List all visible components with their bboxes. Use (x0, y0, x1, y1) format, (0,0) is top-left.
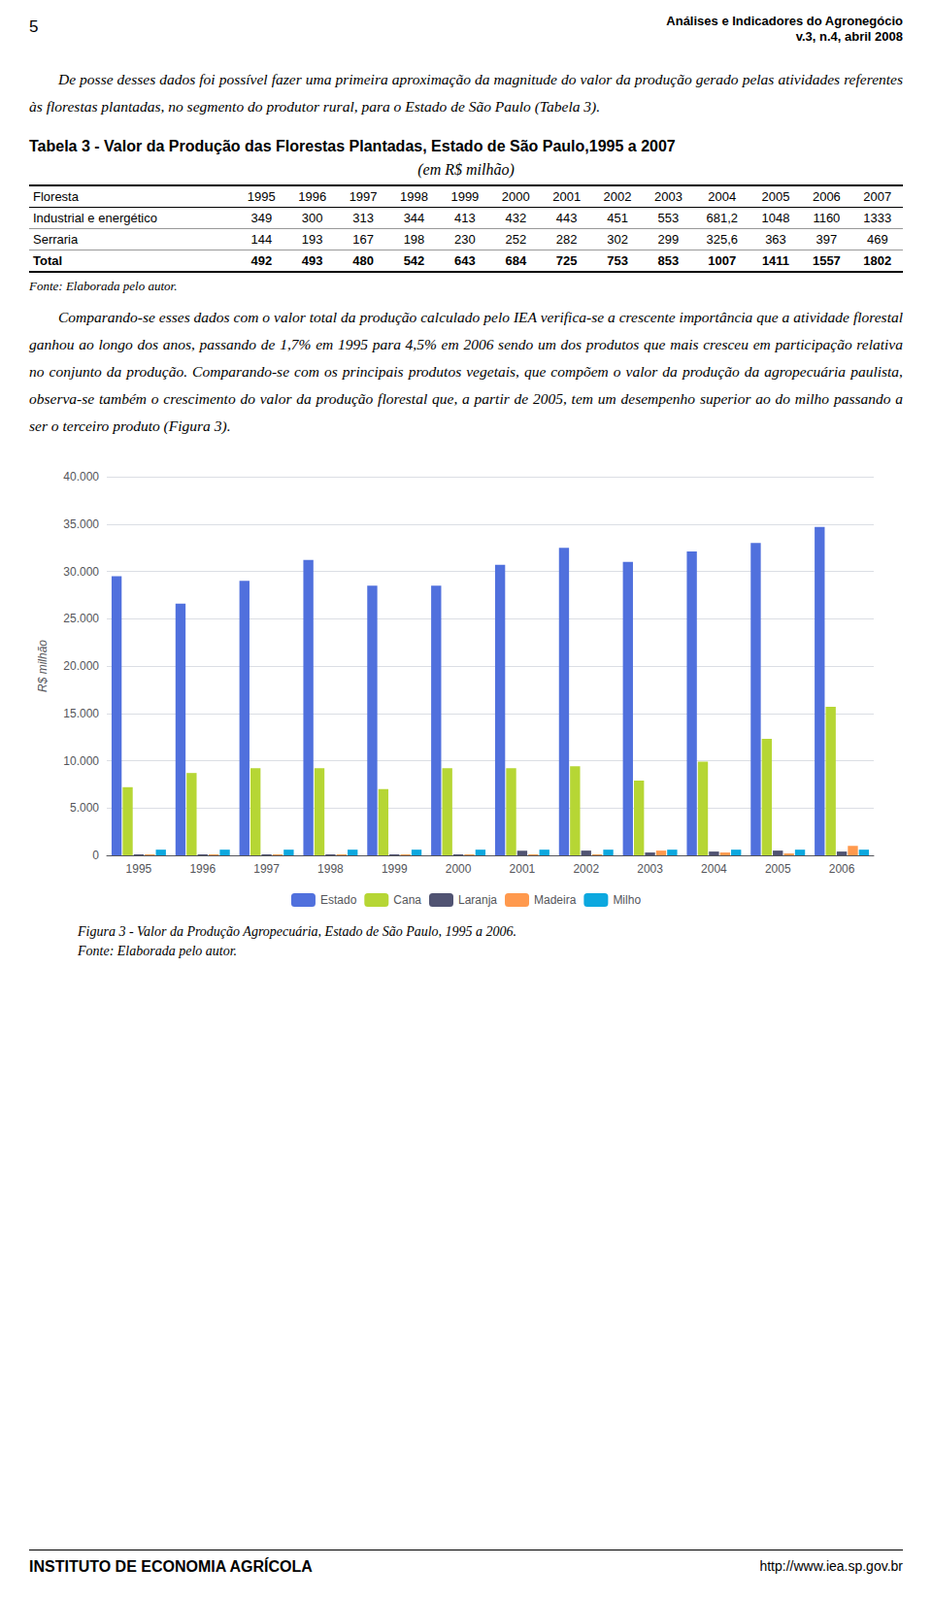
svg-text:5.000: 5.000 (69, 800, 100, 815)
html-text:198: 198 (403, 232, 425, 247)
html-text:443: 443 (556, 210, 578, 226)
html-text:Serraria: Serraria (33, 232, 78, 247)
svg-text:2002: 2002 (572, 862, 600, 876)
html-text:(em R$ milhão): (em R$ milhão) (417, 161, 515, 178)
html-text:Fonte: Elaborada pelo autor.: Fonte: Elaborada pelo autor. (29, 278, 178, 294)
svg-text:2006: 2006 (829, 862, 856, 876)
html-text:397: 397 (815, 232, 838, 247)
html-text:2004: 2004 (708, 189, 737, 204)
html-text:Total: Total (33, 253, 63, 268)
html-text:252: 252 (505, 232, 527, 247)
svg-text:Milho: Milho (612, 893, 641, 907)
html-text:2007: 2007 (863, 189, 892, 204)
html-text:Industrial e energético: Industrial e energético (33, 210, 158, 226)
html-text:1802: 1802 (863, 253, 892, 268)
html-text:681,2: 681,2 (706, 210, 738, 226)
html-text:432: 432 (505, 210, 527, 226)
html-text:1411: 1411 (762, 253, 790, 268)
html-text:Floresta: Floresta (33, 189, 79, 204)
svg-text:2003: 2003 (636, 862, 664, 876)
html-text:684: 684 (505, 253, 527, 268)
html-text:1995: 1995 (247, 189, 276, 204)
html-text:5: 5 (29, 17, 39, 36)
html-text:492: 492 (250, 253, 273, 268)
html-text:451: 451 (606, 210, 629, 226)
html-text:2000: 2000 (501, 189, 530, 204)
html-text:193: 193 (301, 232, 323, 247)
html-text:1557: 1557 (812, 253, 841, 268)
html-text:2002: 2002 (603, 189, 632, 204)
html-text:325,6: 325,6 (706, 232, 738, 247)
html-text:553: 553 (657, 210, 679, 226)
svg-text:40.000: 40.000 (63, 469, 100, 484)
html-text:1333: 1333 (863, 210, 892, 226)
svg-text:Laranja: Laranja (458, 893, 498, 907)
html-text:853: 853 (657, 253, 679, 268)
html-text:725: 725 (556, 253, 578, 268)
svg-text:1996: 1996 (189, 862, 216, 876)
svg-text:Cana: Cana (393, 893, 422, 907)
html-text:413: 413 (454, 210, 476, 226)
svg-text:2005: 2005 (765, 862, 792, 876)
svg-text:30.000: 30.000 (63, 565, 100, 579)
html-text:INSTITUTO DE ECONOMIA AGRÍCOLA: INSTITUTO DE ECONOMIA AGRÍCOLA (29, 1558, 313, 1575)
html-text:Tabela 3 - Valor da Produção d: Tabela 3 - Valor da Produção das Florest… (29, 137, 676, 155)
html-text:2005: 2005 (761, 189, 790, 204)
html-text:643: 643 (454, 253, 476, 268)
svg-text:1999: 1999 (381, 862, 408, 876)
svg-text:1998: 1998 (317, 862, 344, 876)
svg-text:20.000: 20.000 (63, 659, 100, 673)
html-text:1048: 1048 (761, 210, 790, 226)
svg-text:2004: 2004 (700, 862, 728, 876)
html-text:http://www.iea.sp.gov.br: http://www.iea.sp.gov.br (759, 1558, 903, 1574)
html-text:469: 469 (866, 232, 888, 247)
html-text:2006: 2006 (812, 189, 841, 204)
html-text:Análises e Indicadores do Agro: Análises e Indicadores do Agronegócio (666, 13, 903, 29)
html-text:344: 344 (403, 210, 425, 226)
html-text:480: 480 (352, 253, 374, 268)
svg-text:2000: 2000 (445, 862, 472, 876)
svg-text:25.000: 25.000 (63, 611, 100, 626)
html-text:282: 282 (556, 232, 578, 247)
svg-text:Estado: Estado (320, 893, 358, 907)
svg-text:1997: 1997 (253, 862, 280, 876)
html-text:363: 363 (765, 232, 787, 247)
html-text:v.3, n.4, abril 2008: v.3, n.4, abril 2008 (795, 29, 903, 44)
html-text:542: 542 (403, 253, 425, 268)
html-text:144: 144 (250, 232, 273, 247)
html-text:167: 167 (352, 232, 374, 247)
html-text:753: 753 (606, 253, 629, 268)
html-text:302: 302 (606, 232, 629, 247)
html-text:1997: 1997 (349, 189, 378, 204)
svg-text:10.000: 10.000 (63, 754, 100, 768)
html-text:2001: 2001 (552, 189, 581, 204)
svg-text:1995: 1995 (126, 862, 153, 876)
html-text:349: 349 (250, 210, 273, 226)
html-text:493: 493 (301, 253, 323, 268)
svg-text:35.000: 35.000 (63, 517, 100, 532)
html-text:300: 300 (301, 210, 323, 226)
svg-text:15.000: 15.000 (63, 706, 100, 721)
html-text:De posse desses dados foi poss: De posse desses dados foi possível fazer… (29, 70, 903, 115)
html-text:1007: 1007 (708, 253, 737, 268)
html-text:1999: 1999 (450, 189, 479, 204)
html-text:Comparando-se esses dados com: Comparando-se esses dados com o valor to… (29, 308, 903, 434)
svg-text:Madeira: Madeira (533, 893, 577, 907)
html-text:1998: 1998 (399, 189, 429, 204)
html-text:1160: 1160 (812, 210, 841, 226)
html-text:313: 313 (352, 210, 374, 226)
svg-text:Fonte: Elaborada pelo autor.: Fonte: Elaborada pelo autor. (76, 943, 237, 959)
svg-text:0: 0 (92, 848, 100, 863)
html-text:299: 299 (657, 232, 679, 247)
html-text:230: 230 (454, 232, 476, 247)
svg-text:2001: 2001 (509, 862, 536, 876)
html-text:2003: 2003 (654, 189, 683, 204)
svg-text:Figura 3 - Valor da Produção A: Figura 3 - Valor da Produção Agropecuári… (76, 924, 517, 939)
html-text:1996: 1996 (298, 189, 327, 204)
svg-text:R$ milhão: R$ milhão (35, 639, 50, 693)
